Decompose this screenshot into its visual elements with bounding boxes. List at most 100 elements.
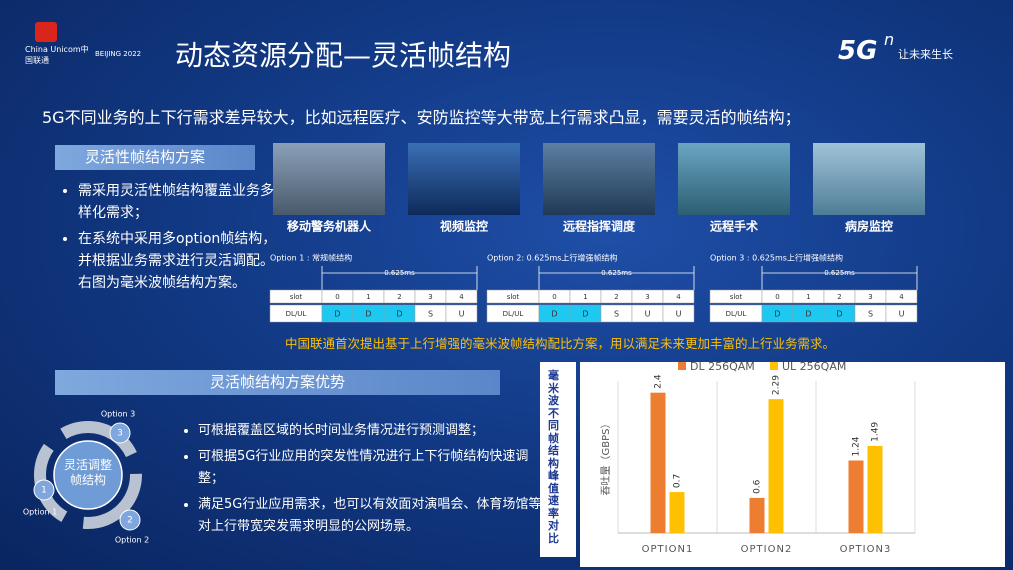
title: 动态资源分配—灵活帧结构 [175,39,512,72]
value-label: 2.4 [654,374,664,389]
slot-label: slot [730,293,743,301]
cycle-center [53,440,123,510]
duration-label: 0.625ms [601,269,632,277]
bar [669,492,685,533]
bullet: 需采用灵活性帧结构覆盖业务多样化需求； [78,180,283,224]
option-label: Option 1 : 常规帧结构 [270,253,352,263]
slot-type: D [396,310,402,319]
brand: 5G [838,36,878,66]
slot-type: D [365,310,371,319]
bullet: 可根据覆盖区域的长时间业务情况进行预测调整； [198,420,553,442]
slot-number: 1 [806,293,810,301]
slot-number: 3 [645,293,649,301]
x-tick-label: OPTION1 [642,544,694,555]
slot-type: S [614,310,619,319]
slot-type: S [428,310,433,319]
section-heading: 灵活帧结构方案优势 [55,370,500,395]
row-label: DL/UL [726,310,747,318]
cell [885,289,918,304]
slot-number: 2 [614,293,618,301]
value-label: 2.29 [772,375,782,395]
intro: 5G不同业务的上下行需求差异较大，比如远程医疗、安防监控等大带宽上行需求凸显，需… [42,108,801,127]
section-heading: 灵活性帧结构方案 [55,145,255,170]
slot-number: 4 [459,293,464,301]
use-case-caption: 远程手术 [710,219,758,234]
slot-type: D [334,310,340,319]
slot-cell [662,304,695,323]
slot-type: D [774,310,780,319]
cycle-center-label: 灵活调整帧结构 [63,458,112,487]
option-label: Option 2: 0.625ms上行增强帧结构 [487,253,617,263]
slot-number: 3 [428,293,432,301]
slot-number: 0 [335,293,339,301]
bullets: 可根据覆盖区域的长时间业务情况进行预测调整； 可根据5G行业应用的突发性情况进行… [178,420,553,542]
use-case-caption: 视频监控 [440,219,488,234]
use-case-image [273,143,385,215]
slot-type: S [868,310,873,319]
step-circle [119,509,141,531]
use-case-caption: 远程指挥调度 [563,219,636,234]
bullet: 可根据5G行业应用的突发性情况进行上下行帧结构快速调整； [198,446,553,490]
y-axis-label: 吞吐量（GBPS） [600,419,612,496]
value-label: 0.7 [673,474,683,488]
slot-number: 0 [552,293,556,301]
legend-label: DL 256QAM [690,360,755,373]
value-label: 1.24 [852,436,862,456]
side-title-bg [540,362,576,557]
value-label: 0.6 [753,479,763,494]
step-number: 2 [127,516,133,526]
slot-type: D [836,310,842,319]
use-case-image [543,143,655,215]
step-number: 1 [41,486,47,496]
note: 中国联通首次提出基于上行增强的毫米波帧结构配比方案，用以满足未来更加丰富的上行业… [285,336,836,351]
value-label: 1.49 [871,422,881,442]
side-title: 毫米波不同帧结构峰值速率对比 [548,369,559,545]
slot-cell [445,304,478,323]
slogan: 让未来生长 [898,48,953,61]
x-tick-label: OPTION2 [741,544,793,555]
use-case-image [408,143,520,215]
slot-type: D [805,310,811,319]
use-case-caption: 移动警务机器人 [287,219,372,234]
slot-label: slot [507,293,520,301]
x-tick-label: OPTION3 [840,544,892,555]
slot-number: 1 [583,293,587,301]
duration-label: 0.625ms [384,269,415,277]
slot-number: 0 [775,293,779,301]
use-case-image [678,143,790,215]
logo-text: China Unicom中国联通 [25,45,89,65]
use-case-caption: 病房监控 [845,219,893,234]
slot-type: U [459,310,465,319]
bullet: 满足5G行业应用需求，也可以有效面对演唱会、体育场馆等对上行带宽突发需求明显的公… [198,494,553,538]
row-label: DL/UL [503,310,524,318]
cycle-ring [34,421,142,529]
slot-number: 2 [837,293,841,301]
slot-label: slot [290,293,303,301]
cell [662,289,695,304]
slot-cell [885,304,918,323]
bar [650,392,666,533]
slot-type: U [899,310,905,319]
legend-swatch [770,362,778,370]
slot-number: 4 [676,293,681,301]
olympic-text: BEIJING 2022 [95,50,142,58]
slot-type: D [582,310,588,319]
step-label: Option 2 [115,536,149,545]
row-label: DL/UL [286,310,307,318]
step-number: 3 [117,429,123,439]
chart-bg [580,362,1005,567]
step-label: Option 1 [23,508,57,517]
option-label: Option 3 : 0.625ms上行增强帧结构 [710,253,843,263]
slot-type: U [645,310,651,319]
legend-swatch [678,362,686,370]
slot-number: 4 [899,293,904,301]
bar [867,445,883,533]
step-label: Option 3 [101,410,135,419]
bullet: 在系统中采用多option帧结构，并根据业务需求进行灵活调配。右图为毫米波帧结构… [78,228,283,294]
slot-number: 1 [366,293,370,301]
step-circle [109,422,131,444]
use-case-image [813,143,925,215]
slot-number: 3 [868,293,872,301]
